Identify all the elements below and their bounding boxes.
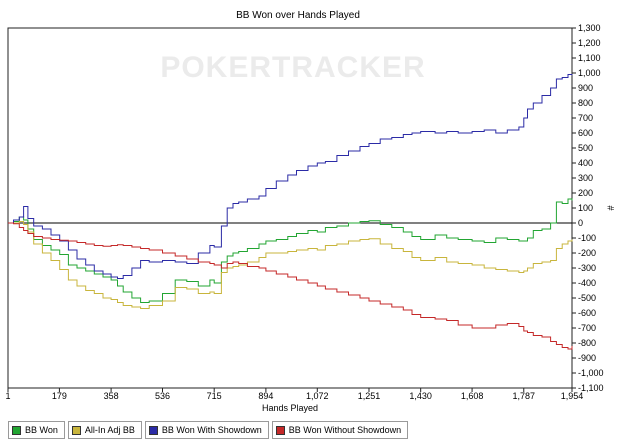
- y-tick-label: 0: [578, 218, 583, 228]
- y-tick-label: 900: [578, 83, 593, 93]
- y-tick-label: 1,200: [578, 38, 601, 48]
- series-line-bb-won: [8, 198, 573, 303]
- y-tick-label: -200: [578, 248, 596, 258]
- y-tick-label: 400: [578, 158, 593, 168]
- legend-label: BB Won: [25, 425, 58, 435]
- y-axis-label: #: [606, 205, 616, 210]
- x-tick-label: 715: [207, 391, 222, 401]
- watermark-logo: POKERTRACKER: [160, 51, 425, 84]
- legend: BB Won All-In Adj BB BB Won With Showdown B…: [8, 421, 411, 439]
- x-tick-label: 358: [104, 391, 119, 401]
- x-tick-label: 1,608: [461, 391, 484, 401]
- y-tick-label: -300: [578, 263, 596, 273]
- legend-label: BB Won Without Showdown: [288, 425, 402, 435]
- y-tick-label: 1,300: [578, 23, 601, 33]
- y-tick-label: -500: [578, 293, 596, 303]
- y-tick-label: 200: [578, 188, 593, 198]
- y-tick-label: 300: [578, 173, 593, 183]
- y-tick-label: -100: [578, 233, 596, 243]
- y-tick-label: 600: [578, 128, 593, 138]
- legend-swatch: [71, 425, 81, 435]
- legend-item-bb-won-with-showdown[interactable]: BB Won With Showdown: [144, 421, 269, 439]
- x-tick-label: 1: [5, 391, 10, 401]
- series-line-bb-won-without-showdown: [8, 222, 573, 350]
- legend-label: BB Won With Showdown: [161, 425, 262, 435]
- y-tick-label: -800: [578, 338, 596, 348]
- x-tick-label: 1,787: [513, 391, 536, 401]
- y-tick-label: 500: [578, 143, 593, 153]
- legend-item-bb-won-without-showdown[interactable]: BB Won Without Showdown: [271, 421, 409, 439]
- legend-label: All-In Adj BB: [84, 425, 135, 435]
- legend-swatch: [275, 425, 285, 435]
- x-tick-label: 1,430: [409, 391, 432, 401]
- x-tick-label: 1,954: [561, 391, 584, 401]
- y-tick-label: 800: [578, 98, 593, 108]
- x-axis-label: Hands Played: [262, 403, 318, 413]
- y-tick-label: -1,100: [578, 383, 604, 393]
- y-tick-label: 1,000: [578, 68, 601, 78]
- x-tick-label: 894: [258, 391, 273, 401]
- legend-item-bb-won[interactable]: BB Won: [8, 421, 65, 439]
- legend-item-all-in-adj-bb[interactable]: All-In Adj BB: [67, 421, 142, 439]
- legend-swatch: [12, 425, 21, 435]
- chart-title: BB Won over Hands Played: [236, 10, 360, 21]
- y-tick-label: -900: [578, 353, 596, 363]
- legend-swatch: [148, 425, 158, 435]
- y-tick-label: 700: [578, 113, 593, 123]
- y-tick-label: -700: [578, 323, 596, 333]
- y-tick-label: -400: [578, 278, 596, 288]
- x-tick-label: 1,251: [358, 391, 381, 401]
- x-tick-label: 179: [52, 391, 67, 401]
- x-tick-label: 536: [155, 391, 170, 401]
- x-tick-label: 1,072: [306, 391, 329, 401]
- y-tick-label: -600: [578, 308, 596, 318]
- y-tick-label: 1,100: [578, 53, 601, 63]
- series-line-all-in-adj-bb: [8, 221, 573, 309]
- y-tick-label: 100: [578, 203, 593, 213]
- series-line-bb-won-with-showdown: [8, 74, 573, 279]
- y-tick-label: -1,000: [578, 368, 604, 378]
